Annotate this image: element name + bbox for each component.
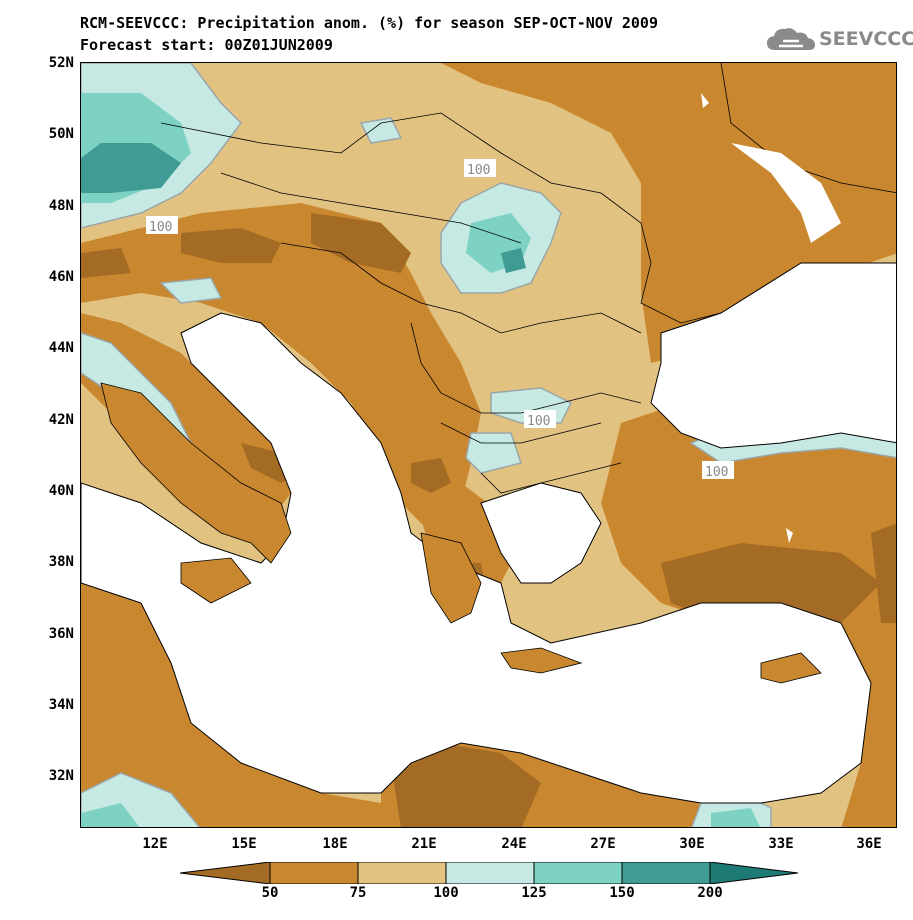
logo-text: SEEVCCC [819, 28, 913, 50]
lat-label-48n: 48N [48, 198, 74, 214]
lat-label-42n: 42N [48, 412, 74, 428]
legend-label-75: 75 [349, 885, 367, 901]
sea-areas [81, 262, 896, 804]
legend-swatch-125-150 [533, 861, 623, 885]
legend-swatch-100-125 [445, 861, 535, 885]
precipitation-anomaly-map: 100 100 100 100 [80, 62, 897, 828]
lon-label-15e: 15E [231, 836, 257, 852]
lon-label-33e: 33E [768, 836, 794, 852]
legend-swatch-below-50 [179, 861, 271, 885]
map-title: RCM-SEEVCCC: Precipitation anom. (%) for… [80, 14, 658, 32]
country-borders [160, 63, 896, 494]
legend-label-125: 125 [521, 885, 547, 901]
lon-label-30e: 30E [679, 836, 705, 852]
lat-label-36n: 36N [48, 626, 74, 642]
lat-label-38n: 38N [48, 554, 74, 570]
legend-label-200: 200 [697, 885, 723, 901]
legend-swatch-50-75 [269, 861, 359, 885]
lon-label-24e: 24E [501, 836, 527, 852]
contour-label-4: 100 [702, 461, 734, 480]
lat-label-50n: 50N [48, 126, 74, 142]
lon-label-21e: 21E [411, 836, 437, 852]
lon-label-27e: 27E [590, 836, 616, 852]
contour-label-1: 100 [146, 216, 178, 235]
lat-label-40n: 40N [48, 483, 74, 499]
lat-label-34n: 34N [48, 697, 74, 713]
forecast-start-label: Forecast start: 00Z01JUN2009 [80, 36, 333, 54]
lat-label-52n: 52N [48, 55, 74, 71]
lat-label-32n: 32N [48, 768, 74, 784]
seevccc-logo: SEEVCCC [765, 26, 913, 52]
svg-text:100: 100 [705, 465, 728, 480]
land-features [100, 382, 822, 684]
legend-swatch-150-200 [621, 861, 711, 885]
cloud-logo-icon [767, 28, 815, 50]
lat-label-44n: 44N [48, 340, 74, 356]
svg-text:100: 100 [527, 414, 550, 429]
colorbar-legend [179, 861, 800, 888]
legend-label-100: 100 [433, 885, 459, 901]
lon-label-18e: 18E [322, 836, 348, 852]
lat-label-46n: 46N [48, 269, 74, 285]
contour-label-2: 100 [464, 159, 496, 178]
legend-swatch-above-200 [709, 861, 799, 885]
svg-text:100: 100 [467, 163, 490, 178]
svg-text:100: 100 [149, 220, 172, 235]
lon-label-12e: 12E [142, 836, 168, 852]
inland-water [701, 93, 841, 543]
lon-label-36e: 36E [856, 836, 882, 852]
anomaly-band-150-200 [81, 143, 526, 273]
legend-label-50: 50 [261, 885, 279, 901]
legend-label-150: 150 [609, 885, 635, 901]
contour-label-3: 100 [524, 410, 556, 429]
legend-swatch-75-100 [357, 861, 447, 885]
